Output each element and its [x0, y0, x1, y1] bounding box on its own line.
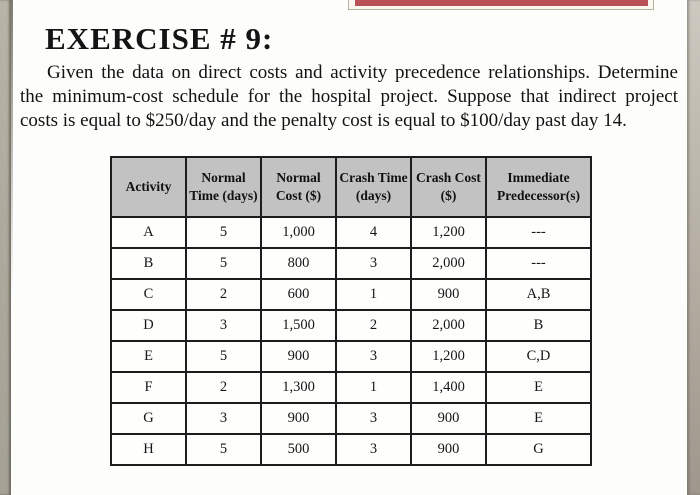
photo-left-edge — [0, 0, 13, 495]
table-cell: 900 — [260, 402, 337, 435]
intro-paragraph: Given the data on direct costs and activ… — [20, 61, 678, 133]
header-crash-cost: Crash Cost ($) — [410, 156, 487, 218]
table-row: A 5 1,000 4 1,200 --- — [110, 216, 592, 249]
table-cell: 5 — [185, 340, 262, 373]
table-row: F 2 1,300 1 1,400 E — [110, 371, 592, 404]
table-cell: 1 — [335, 371, 412, 404]
table-cell: E — [485, 371, 592, 404]
table-row: H 5 500 3 900 G — [110, 433, 592, 466]
table-cell: 900 — [410, 278, 487, 311]
table-cell: G — [485, 433, 592, 466]
table-cell: 3 — [185, 309, 262, 342]
table-cell: 900 — [410, 433, 487, 466]
table-cell: C — [110, 278, 187, 311]
intro-line: Given the data on direct costs and activ… — [47, 62, 678, 83]
table-cell: 5 — [185, 247, 262, 280]
header-crash-time: Crash Time (days) — [335, 156, 412, 218]
table-cell: 2 — [185, 278, 262, 311]
red-accent-bar-frame — [348, 0, 654, 10]
intro-line: the minimum-cost schedule for the hospit… — [20, 86, 678, 107]
table-cell: 3 — [335, 402, 412, 435]
table-cell: --- — [485, 216, 592, 249]
header-immediate-predecessors: Immediate Predecessor(s) — [485, 156, 592, 218]
table-cell: 3 — [335, 340, 412, 373]
table-row: G 3 900 3 900 E — [110, 402, 592, 435]
table-cell: 3 — [335, 247, 412, 280]
table-row: E 5 900 3 1,200 C,D — [110, 340, 592, 373]
table-cell: 4 — [335, 216, 412, 249]
photo-right-edge — [687, 0, 700, 495]
table-row: B 5 800 3 2,000 --- — [110, 247, 592, 280]
table-cell: 5 — [185, 216, 262, 249]
table-cell: 2 — [185, 371, 262, 404]
table-cell: 2 — [335, 309, 412, 342]
header-normal-cost: Normal Cost ($) — [260, 156, 337, 218]
table-cell: 2,000 — [410, 309, 487, 342]
table-cell: 1,000 — [260, 216, 337, 249]
page-title: EXERCISE # 9: — [45, 21, 274, 56]
table-cell: E — [110, 340, 187, 373]
header-activity: Activity — [110, 156, 187, 218]
table-cell: 500 — [260, 433, 337, 466]
table-cell: D — [110, 309, 187, 342]
table-cell: F — [110, 371, 187, 404]
table-cell: 1 — [335, 278, 412, 311]
table-cell: 5 — [185, 433, 262, 466]
table-cell: G — [110, 402, 187, 435]
table-cell: C,D — [485, 340, 592, 373]
table-cell: B — [110, 247, 187, 280]
table-cell: 3 — [335, 433, 412, 466]
table-header-row: Activity Normal Time (days) Normal Cost … — [110, 156, 592, 218]
activity-cost-table: Activity Normal Time (days) Normal Cost … — [110, 156, 592, 466]
table-cell: 1,200 — [410, 216, 487, 249]
table-cell: 3 — [185, 402, 262, 435]
table-cell: 1,200 — [410, 340, 487, 373]
table-cell: H — [110, 433, 187, 466]
table-cell: B — [485, 309, 592, 342]
table-row: C 2 600 1 900 A,B — [110, 278, 592, 311]
table-cell: A,B — [485, 278, 592, 311]
table-cell: 900 — [260, 340, 337, 373]
table-cell: 1,300 — [260, 371, 337, 404]
table-cell: 600 — [260, 278, 337, 311]
table-body: A 5 1,000 4 1,200 --- B 5 800 3 2,000 --- C 2 600 1 900 A… — [110, 216, 592, 466]
table-row: D 3 1,500 2 2,000 B — [110, 309, 592, 342]
header-normal-time: Normal Time (days) — [185, 156, 262, 218]
table-cell: 800 — [260, 247, 337, 280]
table-cell: A — [110, 216, 187, 249]
red-accent-bar — [355, 0, 648, 6]
intro-line: costs is equal to $250/day and the penal… — [20, 110, 627, 131]
table-cell: 1,400 — [410, 371, 487, 404]
table-cell: E — [485, 402, 592, 435]
table-cell: 2,000 — [410, 247, 487, 280]
table-cell: 1,500 — [260, 309, 337, 342]
table-cell: --- — [485, 247, 592, 280]
table-cell: 900 — [410, 402, 487, 435]
